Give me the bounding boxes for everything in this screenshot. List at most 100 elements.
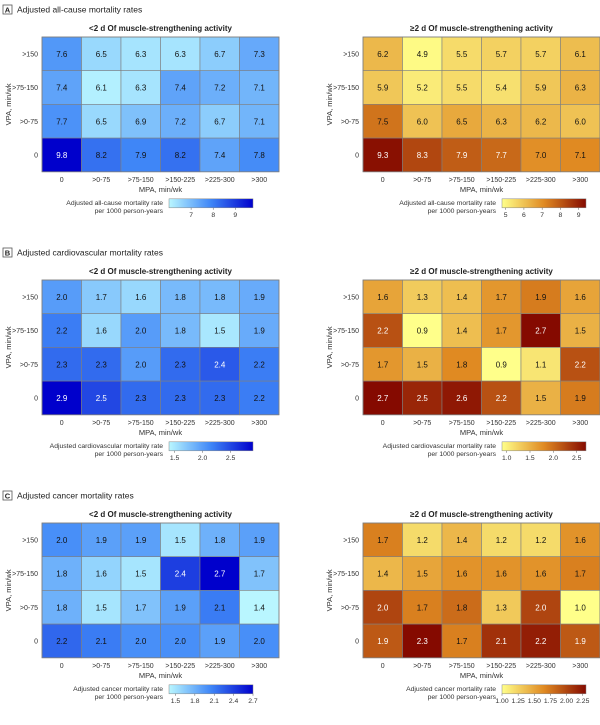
heatmap-cell (120, 590, 161, 625)
x-tick-label: 0 (381, 663, 385, 670)
cell-value-label: 1.9 (377, 637, 389, 646)
cell-value-label: 5.5 (456, 84, 468, 93)
cell-value-label: 9.3 (377, 151, 389, 160)
cell-value-label: 1.8 (175, 327, 187, 336)
legend-tick-label: 2.00 (560, 698, 573, 705)
heatmap-cell (81, 104, 122, 139)
x-tick-label: >0-75 (92, 420, 110, 427)
legend-title-line2: per 1000 person-years (95, 208, 164, 215)
cell-value-label: 1.9 (214, 637, 226, 646)
cell-value-label: 6.3 (575, 84, 587, 93)
heatmap-cell (362, 556, 403, 591)
heatmap-cell (441, 313, 482, 348)
y-tick-label: >150 (22, 537, 38, 544)
y-tick-label: >75-150 (12, 85, 38, 92)
cell-value-label: 2.7 (535, 327, 547, 336)
y-tick-label: 0 (355, 638, 359, 645)
legend-tick-label: 1.5 (525, 455, 535, 462)
cell-value-label: 5.4 (496, 84, 508, 93)
y-tick-label: >0-75 (20, 119, 38, 126)
x-tick-label: >75-150 (128, 420, 154, 427)
cell-value-label: 5.5 (456, 50, 468, 59)
x-tick-label: >300 (572, 177, 588, 184)
cell-value-label: 1.4 (377, 570, 389, 579)
cell-value-label: 7.5 (377, 117, 389, 126)
cell-value-label: 6.7 (214, 50, 226, 59)
section-title: Adjusted cancer mortality rates (17, 491, 134, 501)
x-tick-label: >225-300 (205, 177, 235, 184)
y-axis-label: VPA, min/wk (325, 326, 334, 368)
legend-tick-label: 2.7 (248, 698, 258, 705)
legend-tick-label: 2.5 (572, 455, 582, 462)
cell-value-label: 1.9 (96, 536, 108, 545)
heatmap-cell (441, 279, 482, 315)
section-badge-letter: B (5, 248, 11, 257)
x-tick-label: >300 (572, 420, 588, 427)
x-tick-label: >225-300 (205, 663, 235, 670)
cell-value-label: 6.2 (377, 50, 389, 59)
cell-value-label: 2.6 (456, 394, 468, 403)
y-axis-label: VPA, min/wk (4, 569, 13, 611)
cell-value-label: 7.4 (214, 151, 226, 160)
legend-colorbar (501, 198, 587, 209)
x-tick-label: >150-225 (486, 663, 516, 670)
legend-tick-label: 7 (540, 212, 544, 219)
y-tick-label: >150 (22, 294, 38, 301)
cell-value-label: 1.6 (135, 293, 147, 302)
cell-value-label: 2.2 (56, 327, 68, 336)
cell-value-label: 6.5 (96, 117, 108, 126)
cell-value-label: 1.9 (535, 293, 547, 302)
legend-tick-label: 1.50 (528, 698, 541, 705)
cell-value-label: 1.3 (496, 603, 508, 612)
legend-title-line2: per 1000 person-years (95, 694, 164, 701)
cell-value-label: 6.7 (214, 117, 226, 126)
heatmap-cell (402, 380, 443, 416)
heatmap-cell (481, 347, 522, 382)
legend-title-line1: Adjusted all-cause mortality rate (399, 200, 496, 207)
heatmap-cell (160, 279, 201, 315)
cell-value-label: 1.7 (456, 637, 468, 646)
cell-value-label: 6.1 (96, 84, 108, 93)
heatmap-cell (41, 380, 82, 416)
heatmap-cell (41, 556, 82, 591)
x-axis-label: MPA, min/wk (460, 671, 503, 680)
cell-value-label: 7.1 (254, 84, 266, 93)
cell-value-label: 1.8 (56, 570, 68, 579)
cell-value-label: 7.2 (175, 117, 187, 126)
cell-value-label: 2.3 (175, 360, 187, 369)
heatmap-cell (362, 380, 403, 416)
cell-value-label: 6.2 (535, 117, 547, 126)
cell-value-label: 6.3 (135, 84, 147, 93)
cell-value-label: 1.8 (456, 360, 468, 369)
cell-value-label: 2.7 (214, 570, 226, 579)
cell-value-label: 1.8 (214, 536, 226, 545)
heatmap-cell (520, 380, 561, 416)
heatmap-cell (41, 104, 82, 139)
legend-tick-label: 1.00 (495, 698, 508, 705)
heatmap-cell (239, 590, 280, 625)
y-tick-label: >0-75 (20, 605, 38, 612)
heatmap-cell (199, 590, 240, 625)
legend-tick-label: 2.1 (210, 698, 220, 705)
cell-value-label: 8.3 (417, 151, 429, 160)
cell-value-label: 1.5 (96, 603, 108, 612)
cell-value-label: 1.7 (254, 570, 266, 579)
legend-title-line2: per 1000 person-years (428, 451, 497, 458)
cell-value-label: 2.0 (135, 360, 147, 369)
section-title: Adjusted cardiovascular mortality rates (17, 248, 163, 258)
cell-value-label: 1.2 (535, 536, 547, 545)
x-tick-label: 0 (381, 177, 385, 184)
legend-title-line1: Adjusted cardiovascular mortality rate (383, 443, 497, 450)
y-tick-label: 0 (34, 152, 38, 159)
section-c: C Adjusted cancer mortality rates <2 d Of … (2, 491, 600, 705)
legend-tick-label: 2.5 (226, 455, 236, 462)
x-tick-label: 0 (381, 420, 385, 427)
heatmap-cell (41, 137, 82, 173)
heatmap-cell (481, 556, 522, 591)
section-badge-letter: A (5, 5, 11, 14)
heatmap-cell (560, 347, 600, 382)
cell-value-label: 1.6 (496, 570, 508, 579)
cell-value-label: 1.3 (417, 293, 429, 302)
cell-value-label: 2.3 (135, 394, 147, 403)
y-tick-label: >150 (343, 294, 359, 301)
